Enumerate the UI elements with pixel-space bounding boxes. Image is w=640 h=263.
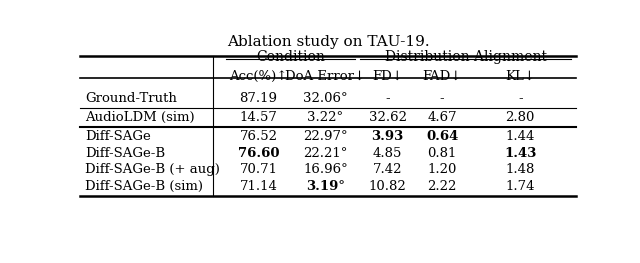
Text: Diff-SAGe-B (+ aug): Diff-SAGe-B (+ aug) [85, 163, 220, 176]
Text: AudioLDM (sim): AudioLDM (sim) [85, 111, 195, 124]
Text: 87.19: 87.19 [239, 92, 278, 105]
Text: 22.21°: 22.21° [303, 146, 348, 160]
Text: 7.42: 7.42 [372, 163, 403, 176]
Text: Ablation study on TAU-19.: Ablation study on TAU-19. [227, 35, 429, 49]
Text: 3.19°: 3.19° [306, 180, 345, 193]
Text: Diff-SAGe-B (sim): Diff-SAGe-B (sim) [85, 180, 203, 193]
Text: 16.96°: 16.96° [303, 163, 348, 176]
Text: -: - [385, 92, 390, 105]
Text: 4.85: 4.85 [373, 146, 402, 160]
Text: Condition: Condition [257, 49, 325, 64]
Text: 0.81: 0.81 [428, 146, 457, 160]
Text: Diff-SAGe: Diff-SAGe [85, 130, 150, 143]
Text: 4.67: 4.67 [428, 111, 457, 124]
Text: 1.43: 1.43 [504, 146, 536, 160]
Text: 22.97°: 22.97° [303, 130, 348, 143]
Text: 1.48: 1.48 [506, 163, 535, 176]
Text: 2.22: 2.22 [428, 180, 457, 193]
Text: DoA Error↓: DoA Error↓ [285, 69, 365, 83]
Text: Ground-Truth: Ground-Truth [85, 92, 177, 105]
Text: 76.52: 76.52 [239, 130, 278, 143]
Text: 14.57: 14.57 [239, 111, 278, 124]
Text: 1.44: 1.44 [506, 130, 535, 143]
Text: 76.60: 76.60 [238, 146, 279, 160]
Text: 0.64: 0.64 [426, 130, 458, 143]
Text: FAD↓: FAD↓ [422, 69, 462, 83]
Text: 1.74: 1.74 [506, 180, 535, 193]
Text: KL↓: KL↓ [505, 69, 535, 83]
Text: 1.20: 1.20 [428, 163, 457, 176]
Text: 71.14: 71.14 [239, 180, 278, 193]
Text: 3.22°: 3.22° [307, 111, 344, 124]
Text: FD↓: FD↓ [372, 69, 403, 83]
Text: -: - [518, 92, 522, 105]
Text: -: - [440, 92, 444, 105]
Text: Distribution Alignment: Distribution Alignment [385, 49, 547, 64]
Text: 10.82: 10.82 [369, 180, 406, 193]
Text: 32.62: 32.62 [369, 111, 406, 124]
Text: 3.93: 3.93 [371, 130, 404, 143]
Text: Diff-SAGe-B: Diff-SAGe-B [85, 146, 165, 160]
Text: Acc(%)↑: Acc(%)↑ [229, 69, 288, 83]
Text: 2.80: 2.80 [506, 111, 535, 124]
Text: 70.71: 70.71 [239, 163, 278, 176]
Text: 32.06°: 32.06° [303, 92, 348, 105]
